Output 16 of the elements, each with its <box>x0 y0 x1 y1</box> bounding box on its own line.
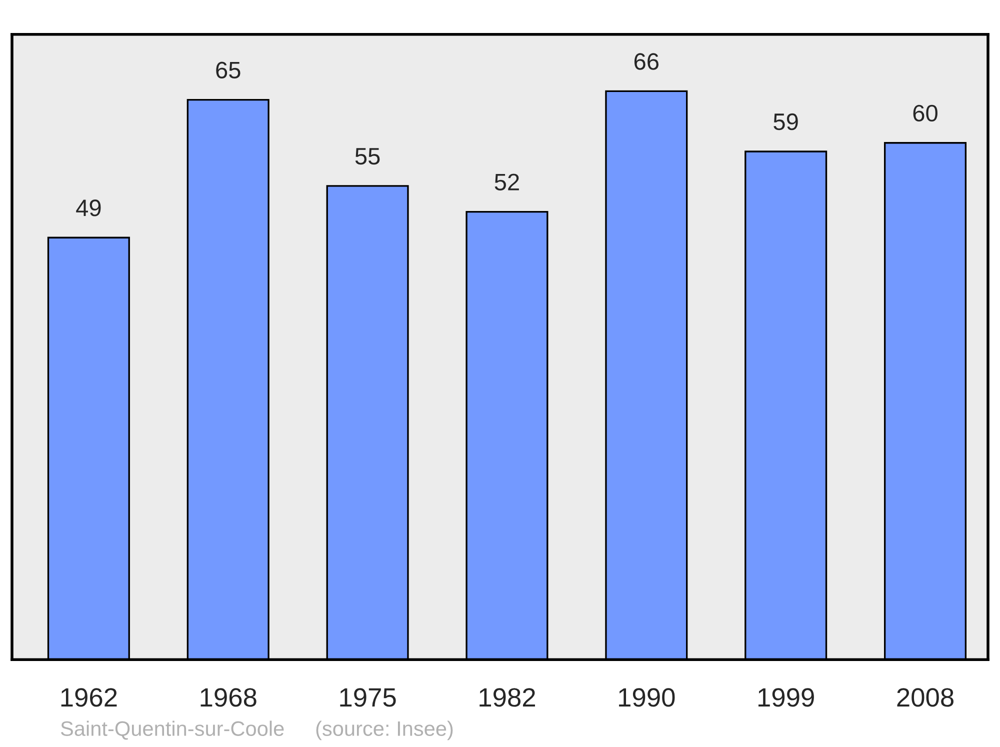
x-tick-label: 1999 <box>758 688 814 707</box>
x-tick-label: 1962 <box>61 688 117 707</box>
data-label: 59 <box>774 113 798 130</box>
text: Saint-Quentin-sur-Coole <box>60 720 284 740</box>
text: (source: Insee) <box>316 720 453 740</box>
data-label: 65 <box>216 62 240 78</box>
data-label: 49 <box>76 200 101 216</box>
data-label: 60 <box>913 104 938 122</box>
x-tick-label: 1975 <box>340 688 396 707</box>
data-label: 66 <box>634 53 658 70</box>
data-label: 52 <box>494 174 519 190</box>
x-tick-label: 2008 <box>897 688 954 707</box>
x-tick-label: 1968 <box>200 688 256 707</box>
x-tick-label: 1982 <box>480 688 535 707</box>
data-label: 55 <box>355 148 380 165</box>
x-tick-label: 1990 <box>619 688 675 707</box>
